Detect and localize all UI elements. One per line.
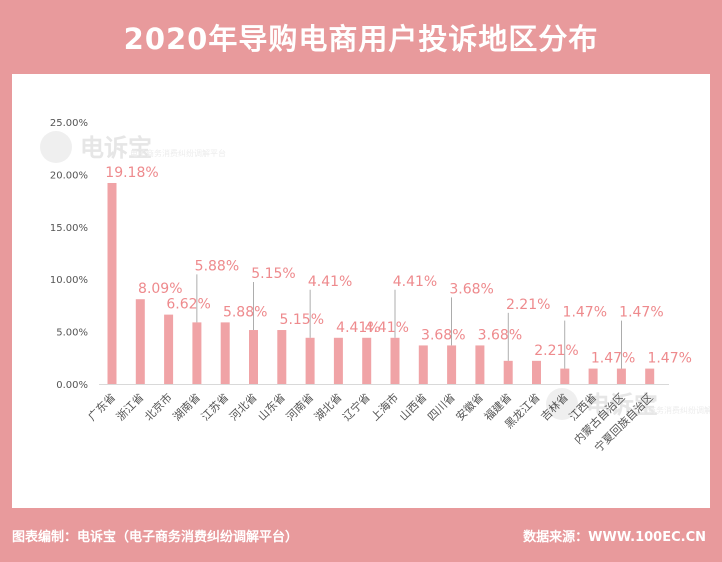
bar-河南省 (305, 337, 315, 384)
watermark-bottom: 电诉宝 电子商务消费纠纷调解平台 (546, 388, 722, 420)
x-tick-label: 湖南省 (170, 391, 203, 424)
data-label: 4.41% (364, 320, 408, 336)
x-tick-label: 四川省 (425, 391, 458, 424)
bar-宁夏回族自治区 (645, 368, 655, 384)
bar-山西省 (418, 345, 428, 384)
bar-黑龙江省 (532, 360, 541, 384)
data-label: 1.47% (647, 351, 691, 367)
footer-credit: 图表编制：电诉宝（电子商务消费纠纷调解平台） (12, 529, 299, 545)
x-tick-label: 山东省 (255, 391, 288, 424)
x-tick-label: 广东省 (86, 391, 119, 424)
data-label: 3.68% (478, 327, 522, 343)
data-label: 5.15% (280, 312, 324, 328)
chart-header: 2020年导购电商用户投诉地区分布 (0, 0, 722, 74)
watermark-sub-2: 电子商务消费纠纷调解平台 (632, 405, 710, 415)
x-tick-label: 湖北省 (312, 391, 345, 424)
data-label: 2.21% (534, 343, 578, 359)
watermark-sub: 电子商务消费纠纷调解平台 (130, 148, 226, 158)
bar-辽宁省 (362, 337, 372, 384)
bar-江苏省 (220, 322, 230, 384)
bar-湖南省 (192, 322, 202, 384)
y-tick-label: 0.00% (56, 380, 88, 391)
bar-江西省 (588, 368, 598, 384)
bar-安徽省 (475, 345, 485, 384)
data-label: 5.88% (223, 304, 267, 320)
bar-浙江省 (135, 299, 145, 384)
data-label: 3.68% (421, 327, 465, 343)
x-tick-label: 浙江省 (114, 391, 147, 424)
data-label: 4.41% (336, 320, 380, 336)
chart-panel: 电诉宝 电子商务消费纠纷调解平台 电诉宝 电子商务消费纠纷调解平台 0.00% 5… (12, 74, 722, 508)
y-axis: 0.00% 5.00% 10.00% 15.00% 20.00% 25.00% (50, 118, 669, 391)
data-label: 2.21% (506, 297, 550, 313)
chart-footer: 图表编制：电诉宝（电子商务消费纠纷调解平台） 数据来源：WWW.100EC.CN (0, 508, 722, 562)
bar-广东省 (107, 182, 117, 384)
x-tick-label: 辽宁省 (340, 390, 373, 423)
watermark-top: 电诉宝 电子商务消费纠纷调解平台 (40, 131, 226, 163)
data-label: 1.47% (591, 351, 635, 367)
y-tick-label: 25.00% (50, 118, 88, 129)
y-tick-label: 5.00% (56, 328, 88, 339)
bar-湖北省 (333, 337, 343, 384)
y-tick-label: 15.00% (50, 223, 88, 234)
bar-内蒙古自治区 (616, 368, 626, 384)
data-label: 1.47% (619, 305, 663, 321)
bar-chart: 电诉宝 电子商务消费纠纷调解平台 电诉宝 电子商务消费纠纷调解平台 0.00% 5… (40, 118, 722, 455)
x-tick-label: 北京市 (141, 390, 174, 423)
bar-吉林省 (560, 368, 570, 384)
bar-上海市 (390, 337, 400, 384)
bar-四川省 (447, 345, 457, 384)
x-tick-label: 安徽省 (453, 390, 486, 423)
data-label: 5.88% (195, 258, 239, 274)
x-tick-label: 上海市 (368, 390, 401, 423)
data-label: 1.47% (563, 305, 607, 321)
bar-福建省 (503, 360, 513, 384)
bar-山东省 (277, 330, 287, 384)
data-label: 6.62% (166, 297, 210, 313)
data-label: 5.15% (251, 266, 295, 282)
x-tick-labels: 广东省浙江省北京市湖南省江苏省河北省山东省河南省湖北省辽宁省上海市山西省四川省安… (86, 390, 656, 454)
bar-北京市 (164, 314, 174, 384)
leader-lines (196, 274, 622, 369)
data-label: 4.41% (308, 274, 352, 290)
bars (107, 182, 655, 384)
data-label: 4.41% (393, 274, 437, 290)
footer-source: 数据来源：WWW.100EC.CN (523, 529, 706, 545)
data-labels: 19.18% 8.09%6.62% 5.88% 5.88% 5.15% 5.15% 4.41… (105, 165, 692, 367)
data-label: 3.68% (449, 281, 493, 297)
data-label: 19.18% (105, 165, 158, 181)
x-tick-label: 河北省 (227, 391, 260, 424)
data-label: 8.09% (138, 281, 182, 297)
watermark-name: 电诉宝 (80, 134, 152, 162)
x-tick-label: 江苏省 (199, 391, 232, 424)
watermark-name-2: 电诉宝 (586, 391, 658, 419)
chart-title: 2020年导购电商用户投诉地区分布 (123, 22, 599, 56)
bar-河北省 (249, 330, 258, 384)
y-tick-label: 10.00% (50, 275, 88, 286)
x-tick-label: 山西省 (397, 391, 430, 424)
y-tick-label: 20.00% (50, 170, 88, 181)
x-tick-label: 河南省 (284, 391, 317, 424)
